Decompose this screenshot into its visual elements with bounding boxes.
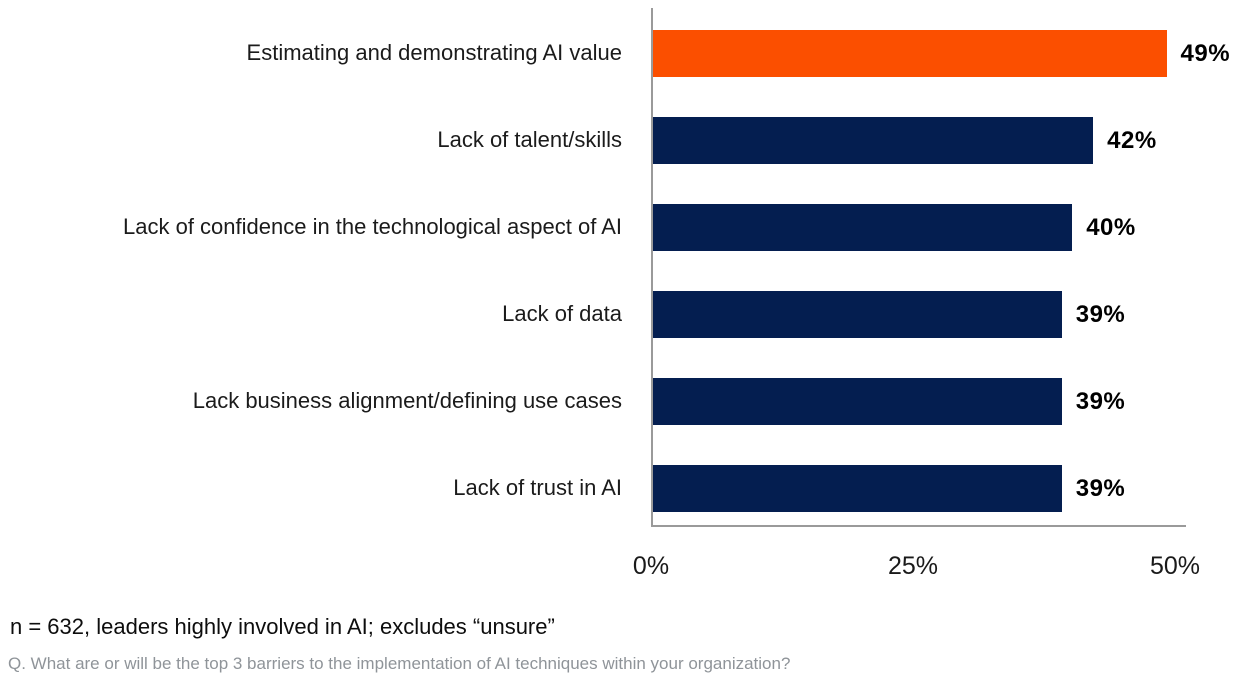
chart-row: Estimating and demonstrating AI value 49… [0, 10, 1239, 97]
category-label: Estimating and demonstrating AI value [246, 40, 622, 66]
chart-row: Lack of data 39% [0, 271, 1239, 358]
bar [653, 204, 1073, 251]
chart-row: Lack business alignment/defining use cas… [0, 358, 1239, 445]
value-label: 39% [1075, 474, 1126, 502]
category-label: Lack of data [502, 301, 622, 327]
bar-track: 42% [651, 117, 1177, 164]
bar-track: 39% [651, 378, 1177, 425]
value-label: 39% [1075, 387, 1126, 415]
bar-track: 39% [651, 291, 1177, 338]
x-axis-tick-labels: 0% 25% 50% [633, 552, 1200, 598]
bar-chart: Estimating and demonstrating AI value 49… [0, 8, 1239, 598]
category-label: Lack of talent/skills [437, 127, 622, 153]
bar [653, 291, 1062, 338]
bar-track: 49% [651, 30, 1230, 77]
chart-row: Lack of talent/skills 42% [0, 97, 1239, 184]
y-axis-line [651, 8, 653, 527]
x-axis-line [651, 525, 1186, 527]
category-label: Lack business alignment/defining use cas… [192, 388, 622, 414]
chart-rows: Estimating and demonstrating AI value 49… [0, 10, 1239, 532]
survey-question-footnote: Q. What are or will be the top 3 barrier… [8, 654, 791, 673]
bar-track: 39% [651, 465, 1177, 512]
value-label: 49% [1180, 39, 1231, 67]
x-tick-25: 25% [887, 552, 939, 580]
bar [653, 378, 1062, 425]
chart-row: Lack of trust in AI 39% [0, 445, 1239, 532]
x-tick-0: 0% [632, 552, 670, 580]
chart-row: Lack of confidence in the technological … [0, 184, 1239, 271]
bar [653, 30, 1167, 77]
category-label: Lack of confidence in the technological … [123, 214, 622, 240]
bar-track: 40% [651, 204, 1177, 251]
x-tick-50: 50% [1149, 552, 1201, 580]
bar [653, 117, 1094, 164]
category-label: Lack of trust in AI [453, 475, 622, 501]
value-label: 40% [1086, 213, 1136, 241]
value-label: 42% [1107, 126, 1157, 154]
sample-size-footnote: n = 632, leaders highly involved in AI; … [10, 614, 555, 639]
bar [653, 465, 1062, 512]
value-label: 39% [1075, 300, 1126, 328]
